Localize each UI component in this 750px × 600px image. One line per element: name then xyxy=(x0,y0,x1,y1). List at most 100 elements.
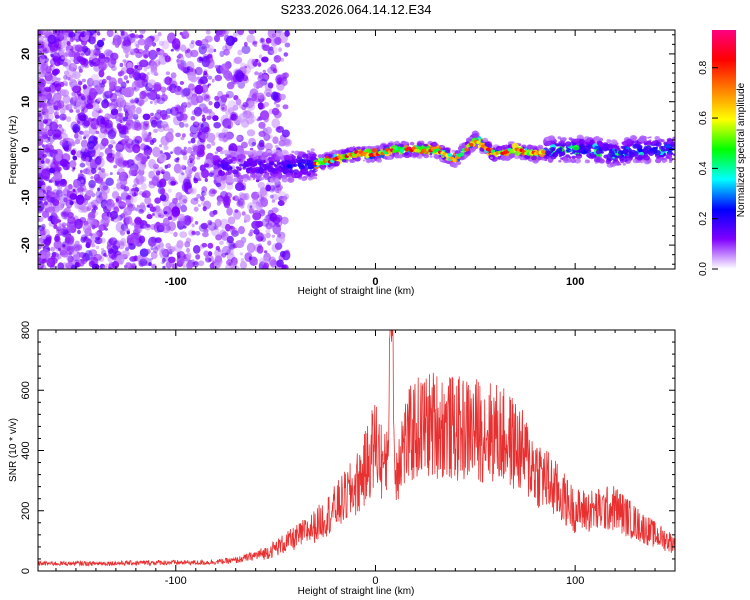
noise-blob xyxy=(88,179,96,189)
noise-blob xyxy=(280,216,289,225)
ridge-blob xyxy=(596,157,601,160)
ridge-blob xyxy=(240,178,243,181)
ridge-blob xyxy=(385,156,388,159)
noise-blob xyxy=(149,61,158,71)
noise-blob xyxy=(148,236,157,247)
noise-blob xyxy=(102,185,108,191)
noise-blob xyxy=(62,140,72,152)
noise-blob xyxy=(80,95,86,101)
noise-blob xyxy=(207,221,217,231)
ridge-blob xyxy=(624,152,629,156)
spectrogram-image xyxy=(38,30,675,269)
noise-blob xyxy=(161,258,166,263)
colorbar-gradient xyxy=(712,30,736,269)
ridge-blob xyxy=(428,142,431,145)
ridge-blob xyxy=(371,148,378,154)
noise-blob xyxy=(129,121,137,130)
ridge-blob xyxy=(238,168,242,171)
noise-blob xyxy=(261,210,265,214)
ridge-blob xyxy=(616,147,620,150)
noise-blob xyxy=(157,213,162,217)
noise-blob xyxy=(117,71,123,77)
noise-blob xyxy=(151,42,157,47)
ridge-blob xyxy=(429,155,433,158)
noise-blob xyxy=(246,242,256,253)
noise-blob xyxy=(254,71,259,76)
noise-blob xyxy=(117,77,123,85)
ridge-blob xyxy=(293,169,299,175)
noise-blob xyxy=(159,188,166,195)
noise-blob xyxy=(252,197,259,205)
noise-blob xyxy=(43,215,47,219)
noise-blob xyxy=(48,96,55,102)
ridge-blob xyxy=(268,157,274,161)
noise-blob xyxy=(112,141,116,145)
noise-blob xyxy=(177,255,181,259)
noise-blob xyxy=(106,30,114,38)
noise-blob xyxy=(130,169,138,177)
ridge-blob xyxy=(617,150,624,155)
ridge-blob xyxy=(261,171,265,174)
noise-blob xyxy=(196,76,201,81)
ridge-blob xyxy=(589,139,594,143)
noise-blob xyxy=(88,123,98,135)
noise-blob xyxy=(78,68,83,73)
noise-blob xyxy=(53,240,63,250)
noise-blob xyxy=(43,201,48,206)
ridge-blob xyxy=(622,162,626,166)
noise-blob xyxy=(227,216,236,225)
noise-blob xyxy=(223,48,230,56)
noise-blob xyxy=(159,150,163,155)
noise-blob xyxy=(142,49,151,58)
noise-blob xyxy=(106,75,112,81)
noise-blob xyxy=(150,257,154,261)
noise-blob xyxy=(221,253,227,258)
ridge-blob xyxy=(362,159,366,162)
noise-blob xyxy=(134,65,139,69)
ridge-blob xyxy=(264,177,268,181)
ridge-blob xyxy=(281,166,287,171)
ridge-blob xyxy=(629,135,638,141)
ridge-blob xyxy=(621,141,626,145)
noise-blob xyxy=(93,206,98,211)
noise-blob xyxy=(131,191,134,195)
noise-blob xyxy=(95,245,100,250)
noise-blob xyxy=(126,67,135,75)
colorbar-tick-label: 0.0 xyxy=(698,262,709,276)
noise-blob xyxy=(182,133,186,138)
noise-blob xyxy=(219,50,225,58)
noise-blob xyxy=(240,62,247,69)
noise-blob xyxy=(38,201,45,212)
noise-blob xyxy=(245,116,255,125)
noise-blob xyxy=(185,102,192,108)
noise-blob xyxy=(200,195,205,202)
noise-blob xyxy=(200,190,206,197)
noise-blob xyxy=(170,151,173,155)
noise-blob xyxy=(55,153,62,162)
noise-blob xyxy=(271,234,276,238)
noise-blob xyxy=(205,30,211,35)
ridge-blob xyxy=(219,150,225,155)
noise-blob xyxy=(38,261,43,269)
noise-blob xyxy=(112,34,122,47)
ridge-core-blob xyxy=(459,152,464,157)
noise-blob xyxy=(135,51,143,59)
noise-blob xyxy=(270,46,278,55)
noise-blob xyxy=(47,206,54,212)
noise-blob xyxy=(101,37,106,41)
noise-blob xyxy=(129,256,137,262)
noise-blob xyxy=(132,206,137,211)
noise-blob xyxy=(234,209,239,213)
noise-blob xyxy=(162,217,170,226)
noise-blob xyxy=(248,232,253,237)
ridge-blob xyxy=(606,160,609,162)
ridge-blob xyxy=(423,153,429,159)
noise-blob xyxy=(261,196,264,200)
noise-blob xyxy=(246,100,256,111)
ridge-blob xyxy=(497,148,501,151)
noise-blob xyxy=(213,122,221,129)
noise-blob xyxy=(225,252,229,256)
noise-blob xyxy=(180,44,187,52)
noise-blob xyxy=(72,155,78,161)
noise-blob xyxy=(182,101,188,106)
